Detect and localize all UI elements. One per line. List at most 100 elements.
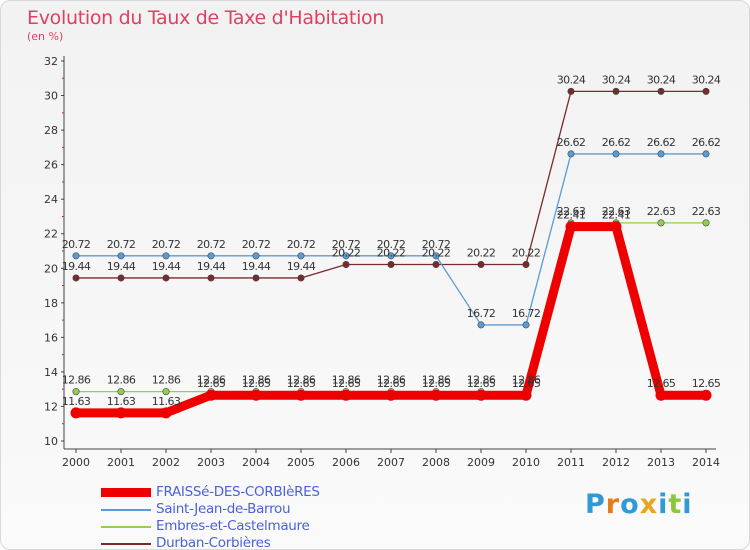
series-layer: [70, 87, 712, 419]
data-label: 12.65: [647, 377, 676, 390]
y-tick-label: 28: [44, 124, 58, 137]
data-label: 22.63: [692, 205, 721, 218]
y-tick-label: 20: [44, 262, 58, 275]
logo-letter: o: [620, 489, 640, 520]
data-point: [567, 150, 575, 158]
data-point: [207, 252, 215, 260]
data-point: [567, 87, 575, 95]
data-point: [117, 388, 125, 396]
x-tick-label: 2010: [512, 456, 540, 469]
data-label: 12.65: [242, 377, 271, 390]
data-label: 22.63: [647, 205, 676, 218]
data-label: 11.63: [152, 395, 181, 408]
data-label: 12.86: [242, 374, 271, 387]
data-point: [655, 389, 667, 401]
data-label: 20.72: [242, 238, 271, 251]
data-point: [297, 274, 305, 282]
data-point: [657, 219, 665, 227]
data-label: 12.65: [377, 377, 406, 390]
x-tick-label: 2005: [287, 456, 315, 469]
data-label: 30.24: [692, 73, 721, 86]
data-label: 20.72: [377, 238, 406, 251]
legend-swatch: [101, 526, 151, 528]
data-label: 19.44: [62, 260, 91, 273]
data-point: [295, 389, 307, 401]
data-point: [205, 389, 217, 401]
logo-letter: x: [639, 489, 659, 520]
data-label: 19.44: [107, 260, 136, 273]
data-point: [162, 274, 170, 282]
data-point: [250, 389, 262, 401]
data-point: [520, 389, 532, 401]
data-label: 20.22: [377, 246, 406, 259]
data-label: 22.63: [602, 205, 631, 218]
logo-letter: i: [658, 489, 669, 520]
data-label: 12.65: [287, 377, 316, 390]
data-point: [72, 274, 80, 282]
data-label: 26.62: [602, 136, 631, 149]
y-tick-label: 12: [44, 400, 58, 413]
x-tick-label: 2014: [692, 456, 720, 469]
data-label: 12.86: [62, 374, 91, 387]
x-tick-label: 2002: [152, 456, 180, 469]
data-label: 20.72: [62, 238, 91, 251]
data-point: [610, 221, 622, 233]
data-label: 22.41: [557, 209, 586, 222]
data-label: 12.86: [287, 374, 316, 387]
data-label: 20.72: [332, 238, 361, 251]
data-point: [340, 389, 352, 401]
data-point: [252, 252, 260, 260]
data-label: 19.44: [152, 260, 181, 273]
data-label: 16.72: [512, 307, 541, 320]
data-label: 12.65: [422, 377, 451, 390]
data-point: [702, 150, 710, 158]
y-tick-label: 16: [44, 331, 58, 344]
data-point: [342, 252, 350, 260]
legend-swatch: [101, 488, 151, 497]
y-tick-label: 14: [44, 366, 58, 379]
data-label: 12.86: [332, 374, 361, 387]
data-labels-layer: 19.44 19.44 19.44 19.44 19.44 19.44 20.22 20.22…: [62, 73, 722, 408]
y-tick-label: 32: [44, 55, 58, 68]
chart-title: Evolution du Taux de Taxe d'Habitation: [27, 7, 385, 29]
data-label: 12.86: [107, 374, 136, 387]
data-label: 20.22: [422, 246, 451, 259]
data-point: [385, 389, 397, 401]
data-point: [70, 407, 82, 419]
data-point: [115, 407, 127, 419]
data-label: 12.86: [377, 374, 406, 387]
data-point: [432, 252, 440, 260]
x-tick-label: 2013: [647, 456, 675, 469]
logo-letter: t: [668, 489, 683, 520]
data-point: [565, 221, 577, 233]
x-tick-label: 2008: [422, 456, 450, 469]
data-point: [342, 260, 350, 268]
x-tick-label: 2004: [242, 456, 270, 469]
data-point: [387, 260, 395, 268]
data-point: [117, 252, 125, 260]
data-label: 26.62: [647, 136, 676, 149]
data-label: 20.22: [332, 246, 361, 259]
data-label: 11.63: [107, 395, 136, 408]
data-label: 12.65: [197, 377, 226, 390]
y-tick-label: 18: [44, 297, 58, 310]
data-point: [475, 389, 487, 401]
data-label: 20.22: [512, 246, 541, 259]
logo-letter: i: [682, 489, 693, 520]
data-label: 20.72: [152, 238, 181, 251]
data-point: [207, 274, 215, 282]
y-tick-label: 24: [44, 193, 58, 206]
data-label: 26.62: [557, 136, 586, 149]
data-label: 30.24: [602, 73, 631, 86]
data-label: 12.86: [512, 374, 541, 387]
data-point: [612, 87, 620, 95]
legend-label: FRAISSé-DES-CORBIèRES: [156, 484, 320, 500]
chart-axes: [63, 56, 716, 450]
data-label: 12.65: [512, 377, 541, 390]
data-label: 19.44: [197, 260, 226, 273]
data-label: 20.72: [107, 238, 136, 251]
x-tick-label: 2003: [197, 456, 225, 469]
data-label: 20.22: [467, 246, 496, 259]
